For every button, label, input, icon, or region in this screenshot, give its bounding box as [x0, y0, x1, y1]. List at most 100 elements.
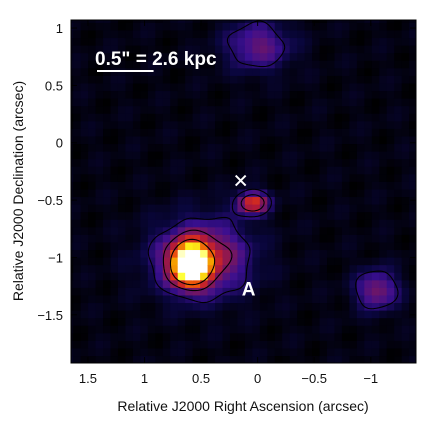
- map-pixel: [169, 264, 178, 273]
- map-pixel: [251, 166, 260, 175]
- map-pixel: [71, 332, 74, 341]
- map-pixel: [184, 241, 193, 251]
- map-pixel: [109, 120, 118, 129]
- map-pixel: [192, 332, 201, 341]
- map-pixel: [363, 151, 372, 160]
- map-pixel: [326, 340, 335, 349]
- map-pixel: [296, 105, 305, 114]
- map-pixel: [80, 60, 89, 69]
- map-pixel: [274, 181, 283, 190]
- map-pixel: [371, 113, 380, 122]
- map-pixel: [341, 173, 350, 182]
- map-pixel: [154, 249, 163, 258]
- map-pixel: [266, 37, 275, 46]
- map-pixel: [162, 332, 171, 341]
- map-pixel: [124, 75, 133, 84]
- map-pixel: [71, 264, 74, 273]
- map-pixel: [408, 173, 416, 182]
- map-pixel: [199, 128, 208, 137]
- map-pixel: [393, 22, 402, 31]
- map-pixel: [147, 241, 156, 251]
- map-pixel: [266, 135, 275, 145]
- map-pixel: [94, 317, 104, 326]
- map-pixel: [266, 166, 275, 175]
- map-pixel: [378, 249, 387, 258]
- map-pixel: [154, 20, 163, 23]
- map-pixel: [192, 29, 201, 39]
- map-pixel: [371, 37, 380, 46]
- map-pixel: [71, 143, 74, 152]
- map-pixel: [281, 90, 290, 99]
- map-pixel: [371, 355, 380, 363]
- map-pixel: [363, 45, 372, 54]
- map-pixel: [162, 279, 171, 288]
- map-pixel: [236, 60, 245, 69]
- map-pixel: [132, 22, 141, 31]
- map-pixel: [139, 20, 148, 23]
- map-pixel: [341, 340, 350, 349]
- map-pixel: [221, 166, 230, 175]
- map-pixel: [296, 310, 305, 319]
- map-pixel: [281, 67, 290, 76]
- map-pixel: [139, 302, 148, 311]
- map-pixel: [236, 166, 245, 175]
- map-pixel: [251, 188, 260, 198]
- map-pixel: [72, 234, 81, 243]
- map-pixel: [311, 173, 320, 182]
- map-pixel: [71, 20, 74, 23]
- map-pixel: [139, 158, 148, 167]
- map-pixel: [341, 67, 350, 76]
- map-pixel: [154, 211, 163, 220]
- map-pixel: [363, 52, 372, 61]
- map-pixel: [94, 181, 104, 190]
- map-pixel: [177, 151, 186, 160]
- map-pixel: [341, 196, 350, 205]
- map-pixel: [251, 211, 260, 220]
- map-pixel: [326, 310, 335, 319]
- map-pixel: [94, 340, 104, 349]
- map-pixel: [169, 151, 178, 160]
- map-pixel: [281, 151, 290, 160]
- map-pixel: [341, 219, 350, 228]
- map-pixel: [229, 325, 238, 334]
- map-pixel: [408, 355, 416, 363]
- map-pixel: [378, 355, 387, 363]
- map-pixel: [124, 113, 133, 122]
- map-pixel: [154, 166, 163, 175]
- map-pixel: [124, 219, 133, 228]
- map-pixel: [318, 310, 328, 319]
- map-pixel: [341, 22, 350, 31]
- map-pixel: [184, 287, 193, 296]
- map-pixel: [184, 173, 193, 182]
- map-pixel: [318, 143, 328, 152]
- map-pixel: [259, 82, 268, 92]
- map-pixel: [139, 188, 148, 198]
- map-pixel: [393, 29, 402, 39]
- map-pixel: [87, 52, 96, 61]
- map-pixel: [94, 264, 104, 273]
- map-pixel: [71, 211, 74, 220]
- map-pixel: [274, 287, 283, 296]
- map-pixel: [71, 302, 74, 311]
- map-pixel: [289, 75, 298, 84]
- map-pixel: [199, 173, 208, 182]
- map-pixel: [162, 128, 171, 137]
- map-pixel: [341, 166, 350, 175]
- map-pixel: [80, 355, 89, 363]
- map-pixel: [236, 120, 245, 129]
- map-pixel: [154, 82, 163, 92]
- map-pixel: [214, 287, 223, 296]
- map-pixel: [274, 60, 283, 69]
- map-pixel: [139, 181, 148, 190]
- map-pixel: [229, 75, 238, 84]
- map-pixel: [169, 294, 178, 304]
- map-pixel: [401, 37, 410, 46]
- map-pixel: [296, 22, 305, 31]
- map-pixel: [124, 181, 133, 190]
- map-pixel: [296, 52, 305, 61]
- map-pixel: [154, 204, 163, 213]
- map-pixel: [393, 52, 402, 61]
- map-pixel: [117, 241, 126, 251]
- map-pixel: [199, 52, 208, 61]
- map-pixel: [386, 135, 395, 145]
